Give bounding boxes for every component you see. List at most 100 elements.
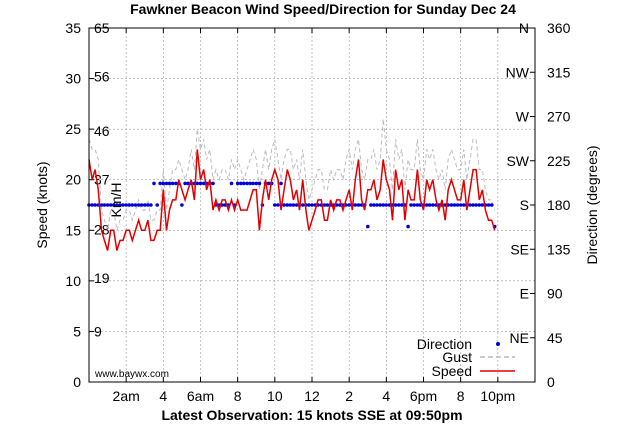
x-tick-label: 4: [382, 388, 390, 404]
direction-point: [239, 181, 243, 186]
direction-point: [242, 181, 246, 186]
direction-point: [300, 203, 305, 207]
direction-point: [108, 203, 113, 207]
legend: Direction Gust Speed: [417, 336, 515, 379]
direction-point: [229, 181, 234, 186]
direction-point: [288, 203, 293, 207]
direction-point: [458, 203, 463, 207]
y-right-tick-label: 315: [547, 64, 571, 80]
gust-line: [88, 118, 496, 231]
direction-point: [285, 203, 290, 207]
y-left-tick-label: 35: [65, 20, 81, 36]
y-axis-left-ticks: 0 5 10 15 20 25 30 35: [65, 20, 94, 390]
direction-point: [195, 181, 200, 186]
direction-point: [139, 203, 144, 207]
direction-point: [146, 203, 150, 207]
kmh-tick-label: 9: [94, 323, 102, 339]
kmh-tick-label: 56: [94, 69, 110, 85]
direction-point: [130, 203, 135, 207]
direction-point: [468, 203, 472, 207]
direction-point: [201, 181, 206, 186]
direction-point: [486, 203, 491, 207]
x-tick-label: 2: [345, 388, 353, 404]
y-left-tick-label: 20: [65, 172, 81, 188]
direction-compass-label: E: [520, 286, 529, 302]
direction-point: [347, 203, 352, 207]
speed-series: [88, 149, 496, 251]
x-tick-label: 2am: [113, 388, 140, 404]
direction-point: [143, 203, 147, 207]
x-tick-label: 10: [267, 388, 283, 404]
direction-compass-label: W: [516, 109, 530, 125]
direction-point: [372, 203, 376, 207]
x-tick-label: 10pm: [480, 388, 515, 404]
direction-point: [480, 203, 485, 207]
direction-point: [149, 203, 153, 207]
direction-point: [257, 181, 262, 186]
legend-gust-label: Gust: [442, 349, 472, 365]
direction-point: [273, 203, 277, 207]
direction-point: [235, 181, 240, 186]
direction-point: [158, 181, 162, 186]
gust-series: [88, 118, 496, 231]
legend-speed-label: Speed: [432, 363, 472, 379]
x-tick-label: 6am: [187, 388, 214, 404]
direction-point: [198, 181, 203, 186]
direction-point: [155, 203, 159, 207]
direction-point: [161, 181, 166, 186]
direction-point: [310, 203, 314, 207]
direction-point: [167, 181, 172, 186]
direction-point: [427, 203, 432, 207]
direction-point: [93, 203, 97, 207]
direction-point: [276, 203, 280, 207]
direction-point: [211, 181, 215, 186]
latest-observation: Latest Observation: 15 knots SSE at 09:5…: [161, 407, 462, 423]
legend-direction-marker: [496, 342, 500, 346]
direction-point: [111, 203, 116, 207]
chart-title: Fawkner Beacon Wind Speed/Direction for …: [130, 1, 516, 17]
direction-point: [282, 203, 286, 207]
direction-point: [133, 203, 138, 207]
direction-point: [375, 203, 379, 207]
direction-point: [393, 203, 398, 207]
y-left-tick-label: 0: [73, 374, 81, 390]
direction-compass-label: SW: [506, 153, 529, 169]
direction-point: [477, 203, 482, 207]
y-right-tick-label: 360: [547, 20, 571, 36]
direction-point: [170, 181, 175, 186]
y-right-tick-label: 180: [547, 197, 571, 213]
direction-point: [455, 203, 460, 207]
direction-point: [471, 203, 475, 207]
direction-point: [294, 203, 299, 207]
x-tick-label: 4: [159, 388, 167, 404]
direction-point: [325, 203, 330, 207]
direction-point: [251, 181, 255, 186]
direction-point: [489, 203, 494, 207]
y-right-tick-label: 225: [547, 153, 571, 169]
y-axis-left-label: Speed (knots): [34, 161, 50, 248]
y-axis-right-label: Direction (degrees): [584, 145, 600, 264]
direction-point: [118, 203, 122, 207]
direction-point: [105, 203, 110, 207]
direction-point: [378, 203, 383, 207]
direction-point: [266, 181, 271, 186]
direction-point: [452, 203, 457, 207]
y-left-tick-label: 15: [65, 222, 81, 238]
direction-point: [186, 181, 190, 186]
y-right-tick-label: 45: [547, 330, 563, 346]
direction-point: [248, 181, 252, 186]
kmh-tick-label: 46: [94, 123, 110, 139]
direction-point: [291, 203, 296, 207]
direction-point: [115, 203, 119, 207]
direction-point: [124, 203, 128, 207]
direction-point: [245, 181, 249, 186]
kmh-axis-label: Km/H: [108, 183, 124, 218]
direction-point: [279, 181, 283, 186]
direction-point: [449, 203, 454, 207]
direction-point: [174, 181, 178, 186]
y-left-tick-label: 10: [65, 273, 81, 289]
direction-point: [474, 203, 478, 207]
direction-point: [462, 203, 466, 207]
y-right-tick-label: 90: [547, 286, 563, 302]
